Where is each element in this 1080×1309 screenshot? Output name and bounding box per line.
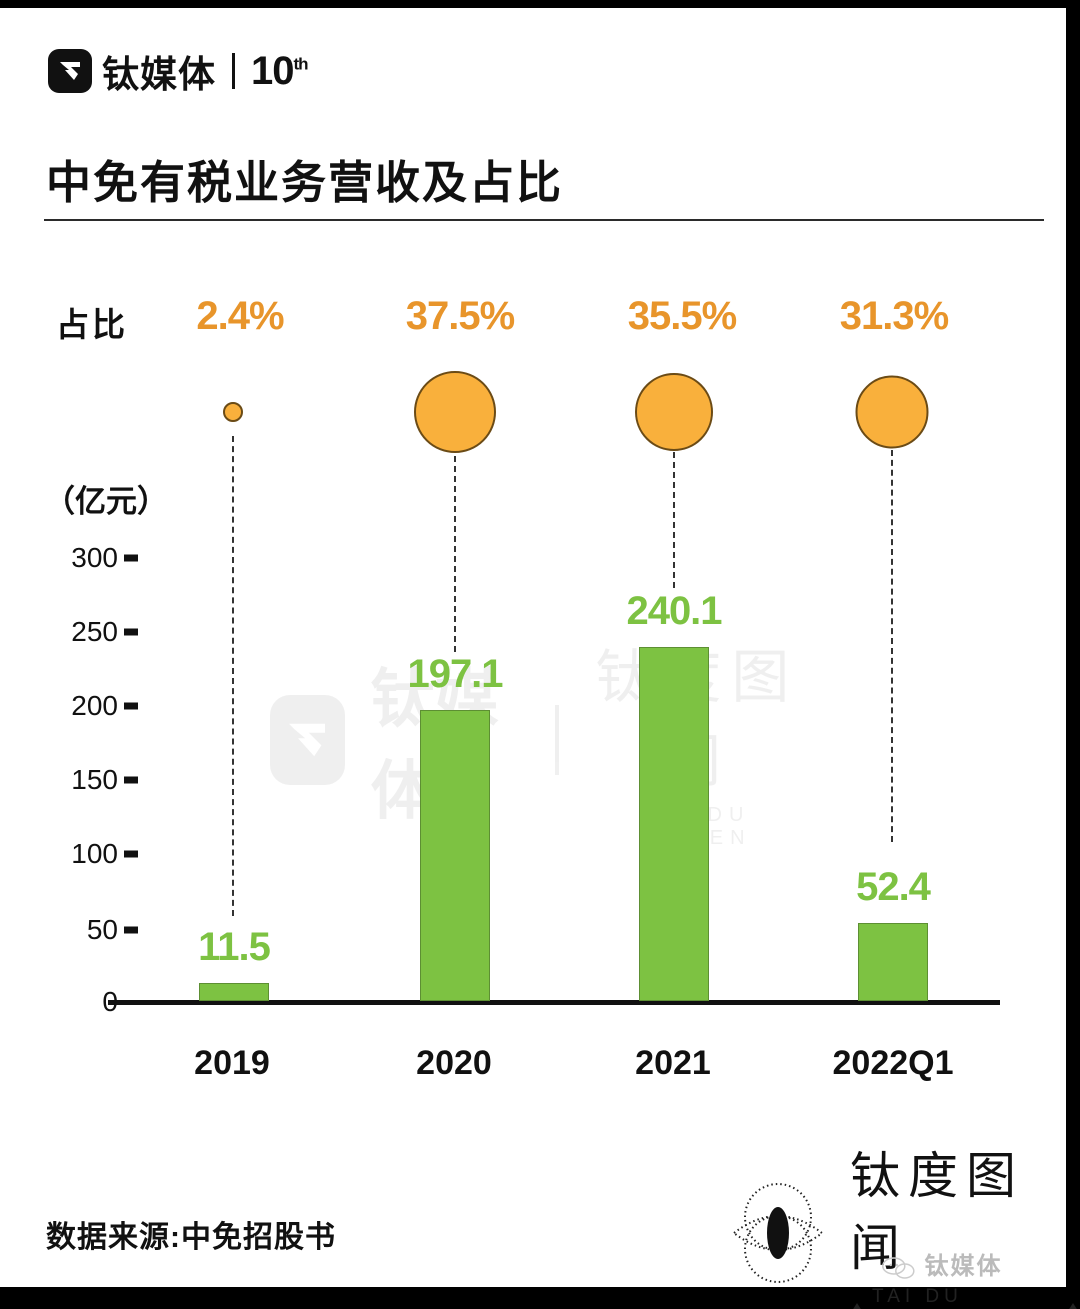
bar-2019	[199, 983, 269, 1001]
x-tick-2022q1: 2022Q1	[832, 1044, 954, 1082]
triangle-right-icon	[1066, 1302, 1080, 1309]
y-tick-label-50: 50	[86, 914, 118, 945]
y-tick-mark-150	[124, 776, 138, 784]
x-tick-2021: 2021	[635, 1044, 711, 1082]
bar-value-2020: 197.1	[407, 652, 503, 696]
footer-logo-text: 钛度图闻 TAI DU TUWEN	[850, 1136, 1080, 1309]
ratio-bubble-2021	[635, 373, 713, 451]
y-tick-label-300: 300	[71, 542, 118, 573]
bar-value-2022q1: 52.4	[856, 865, 931, 909]
leader-line-2022q1	[891, 450, 893, 842]
anniversary-number: 10	[251, 48, 294, 93]
ratio-value-2019: 2.4%	[196, 294, 284, 338]
bar-value-2019: 11.5	[198, 925, 271, 969]
titanium-logo-icon	[48, 49, 92, 93]
leader-line-2020	[454, 456, 456, 652]
ratio-value-2020: 37.5%	[405, 294, 515, 338]
y-tick-mark-250	[124, 628, 138, 636]
leader-line-2019	[232, 436, 234, 916]
brand-name: 钛媒体	[102, 54, 216, 95]
bar-2020	[420, 710, 490, 1001]
ratio-bubble-2020	[414, 371, 496, 453]
x-tick-2019: 2019	[194, 1044, 270, 1082]
ratio-row-label: 占比	[56, 306, 128, 343]
y-tick-label-250: 250	[71, 616, 118, 647]
leader-line-2021	[673, 452, 675, 588]
bar-value-2021: 240.1	[626, 589, 722, 633]
y-tick-label-0: 0	[40, 986, 118, 1018]
triangle-left-icon	[850, 1302, 864, 1309]
y-tick-label-150: 150	[71, 764, 118, 795]
frame-band-bottom	[0, 1287, 1080, 1309]
y-tick-label-200: 200	[71, 690, 118, 721]
anniversary-badge: 10th	[251, 48, 309, 94]
y-tick-mark-200	[124, 702, 138, 710]
y-tick-mark-50	[124, 926, 138, 934]
footer-logo: 钛度图闻 TAI DU TUWEN	[724, 1136, 1080, 1309]
frame-band-right	[1066, 0, 1080, 1309]
x-axis-baseline	[108, 1000, 1000, 1005]
page-title: 中免有税业务营收及占比	[46, 157, 564, 208]
wechat-watermark-text: 钛媒体	[924, 1253, 1003, 1280]
title-divider	[44, 219, 1044, 221]
bar-2021	[639, 647, 709, 1001]
ratio-value-2022q1: 31.3%	[839, 294, 949, 338]
ratio-bubble-2019	[223, 402, 243, 422]
wechat-watermark: 钛媒体	[882, 1246, 1003, 1281]
wechat-icon	[882, 1256, 915, 1279]
y-tick-mark-100	[124, 850, 138, 858]
y-axis-unit-label: （亿元）	[44, 484, 168, 519]
data-source-note: 数据来源:中免招股书	[46, 1221, 336, 1254]
x-tick-2020: 2020	[416, 1044, 492, 1082]
ratio-bubble-2022q1	[855, 375, 929, 449]
y-tick-label-100: 100	[71, 838, 118, 869]
y-tick-mark-300	[124, 554, 138, 562]
bar-2022q1	[858, 923, 928, 1001]
frame-band-top	[0, 0, 1080, 8]
ratio-value-2021: 35.5%	[627, 294, 737, 338]
footer-logo-cn: 钛度图闻	[850, 1147, 1024, 1277]
footer-logo-en-row: TAI DU TUWEN	[850, 1286, 1080, 1309]
eye-icon	[724, 1179, 832, 1287]
chart-canvas	[0, 8, 1066, 1287]
brand-header: 钛媒体 10th	[48, 44, 309, 98]
anniversary-suffix: th	[293, 54, 309, 74]
brand-divider	[232, 53, 235, 89]
footer-logo-en: TAI DU TUWEN	[872, 1286, 963, 1309]
